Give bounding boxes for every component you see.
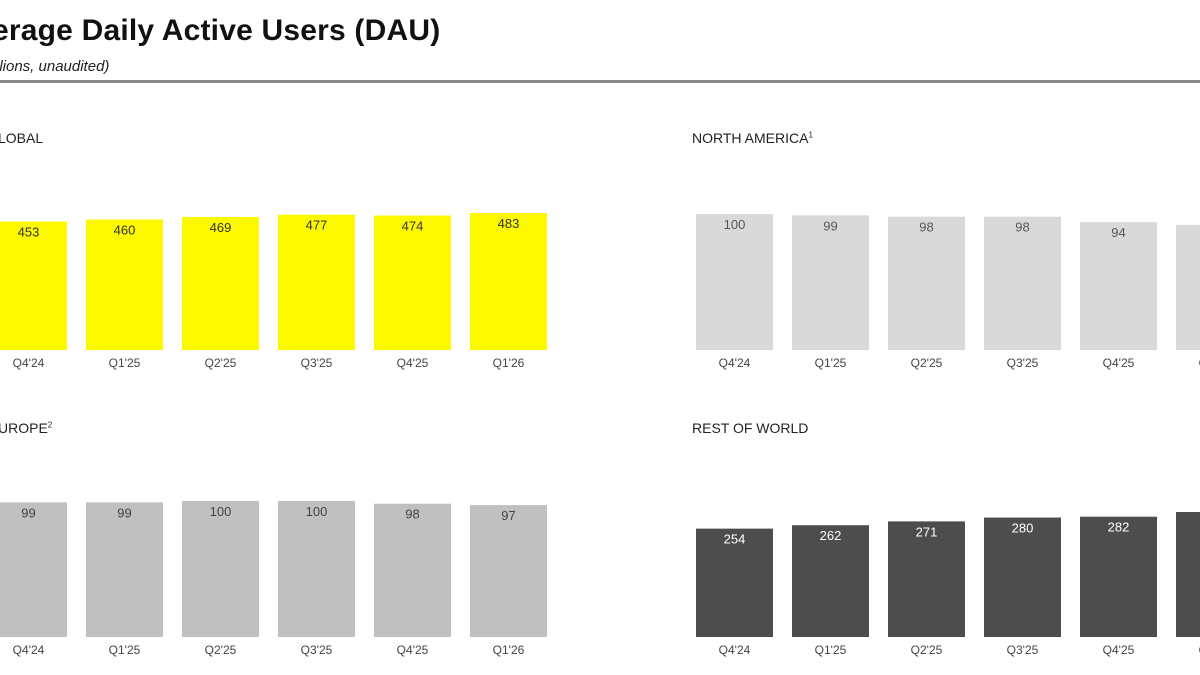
bar-global [278, 214, 355, 350]
tick-label-global: Q1'25 [109, 356, 141, 370]
data-label-rest-of-world: 280 [1012, 521, 1034, 536]
panel-title-text: REST OF WORLD [692, 420, 809, 436]
bar-europe [86, 502, 163, 637]
tick-label-north-america: Q4'25 [1103, 356, 1135, 370]
data-label-europe: 99 [21, 505, 35, 520]
panel-title-text: LOBAL [0, 130, 44, 146]
tick-label-global: Q4'24 [13, 356, 45, 370]
data-label-north-america: 98 [919, 220, 933, 235]
bar-europe [278, 501, 355, 637]
tick-label-europe: Q1'26 [493, 643, 525, 657]
bar-rest-of-world [888, 521, 965, 637]
data-label-north-america: 98 [1015, 220, 1029, 235]
data-label-north-america: 94 [1111, 225, 1125, 240]
data-label-rest-of-world: 262 [820, 528, 842, 543]
data-label-north-america: 100 [724, 217, 746, 232]
bar-north-america [792, 215, 869, 350]
panel-title-rest-of-world: REST OF WORLD [692, 420, 808, 436]
bar-rest-of-world [984, 517, 1061, 637]
panel-title-footnote: 2 [47, 420, 53, 430]
tick-label-rest-of-world: Q4'25 [1103, 643, 1135, 657]
bar-north-america [984, 216, 1061, 350]
panel-title-north-america: NORTH AMERICA1 [692, 130, 813, 146]
bar-rest-of-world [792, 525, 869, 637]
bar-north-america [696, 214, 773, 350]
tick-label-europe: Q2'25 [205, 643, 237, 657]
tick-label-north-america: Q2'25 [911, 356, 943, 370]
data-label-global: 453 [18, 225, 40, 240]
panel-title-text: NORTH AMERICA [692, 130, 809, 146]
tick-label-rest-of-world: Q1'25 [815, 643, 847, 657]
bar-north-america [1080, 222, 1157, 350]
bar-global [86, 219, 163, 350]
tick-label-global: Q2'25 [205, 356, 237, 370]
data-label-north-america: 99 [823, 218, 837, 233]
bar-europe [470, 505, 547, 637]
bar-global [182, 216, 259, 350]
page-subtitle: llions, unaudited) [0, 58, 110, 75]
panel-title-global: LOBAL [0, 130, 43, 146]
chart-europe: 99 Q4'24 99 Q1'25 100 Q2'25 100 Q3'25 98 Q4'25 97 Q… [0, 501, 547, 657]
header-divider [0, 80, 1200, 83]
tick-label-europe: Q4'24 [13, 643, 45, 657]
tick-label-global: Q3'25 [301, 356, 333, 370]
data-label-global: 460 [114, 223, 136, 238]
bar-rest-of-world [1176, 512, 1200, 637]
bar-europe [0, 502, 67, 637]
data-label-global: 474 [402, 219, 424, 234]
bar-rest-of-world [1080, 516, 1157, 637]
data-label-rest-of-world: 282 [1108, 520, 1130, 535]
tick-label-europe: Q3'25 [301, 643, 333, 657]
data-label-rest-of-world: 271 [916, 524, 938, 539]
tick-label-europe: Q4'25 [397, 643, 429, 657]
tick-label-north-america: Q3'25 [1007, 356, 1039, 370]
bar-global [0, 221, 67, 350]
tick-label-global: Q1'26 [493, 356, 525, 370]
chart-rest-of-world: 254 Q4'24 262 Q1'25 271 Q2'25 280 Q3'25 282 Q4'25… [696, 512, 1200, 657]
tick-label-north-america: Q4'24 [719, 356, 751, 370]
tick-label-rest-of-world: Q2'25 [911, 643, 943, 657]
chart-north-america: 100 Q4'24 99 Q1'25 98 Q2'25 98 Q3'25 94 Q4'25 Q1'2… [696, 214, 1200, 370]
data-label-europe: 97 [501, 508, 515, 523]
bar-rest-of-world [696, 528, 773, 637]
data-label-global: 469 [210, 220, 232, 235]
tick-label-rest-of-world: Q3'25 [1007, 643, 1039, 657]
bar-europe [374, 503, 451, 637]
data-label-global: 483 [498, 216, 520, 231]
panel-title-footnote: 1 [808, 130, 813, 140]
data-label-rest-of-world: 254 [724, 532, 746, 547]
bar-north-america [1176, 224, 1200, 350]
tick-label-rest-of-world: Q1'26 [1199, 643, 1200, 657]
bar-europe [182, 501, 259, 637]
panel-title-text: UROPE [0, 420, 48, 436]
bar-north-america [888, 216, 965, 350]
data-label-europe: 100 [306, 504, 328, 519]
page-title: erage Daily Active Users (DAU) [0, 14, 441, 47]
panel-title-europe: UROPE2 [0, 420, 52, 436]
tick-label-north-america: Q1'26 [1199, 356, 1200, 370]
tick-label-global: Q4'25 [397, 356, 429, 370]
chart-global: 453 Q4'24 460 Q1'25 469 Q2'25 477 Q3'25 474 Q4'25… [0, 213, 547, 370]
bar-global [470, 213, 547, 350]
tick-label-north-america: Q1'25 [815, 356, 847, 370]
data-label-europe: 98 [405, 507, 419, 522]
data-label-global: 477 [306, 218, 328, 233]
tick-label-rest-of-world: Q4'24 [719, 643, 751, 657]
data-label-europe: 100 [210, 504, 232, 519]
tick-label-europe: Q1'25 [109, 643, 141, 657]
data-label-europe: 99 [117, 505, 131, 520]
bar-global [374, 215, 451, 350]
